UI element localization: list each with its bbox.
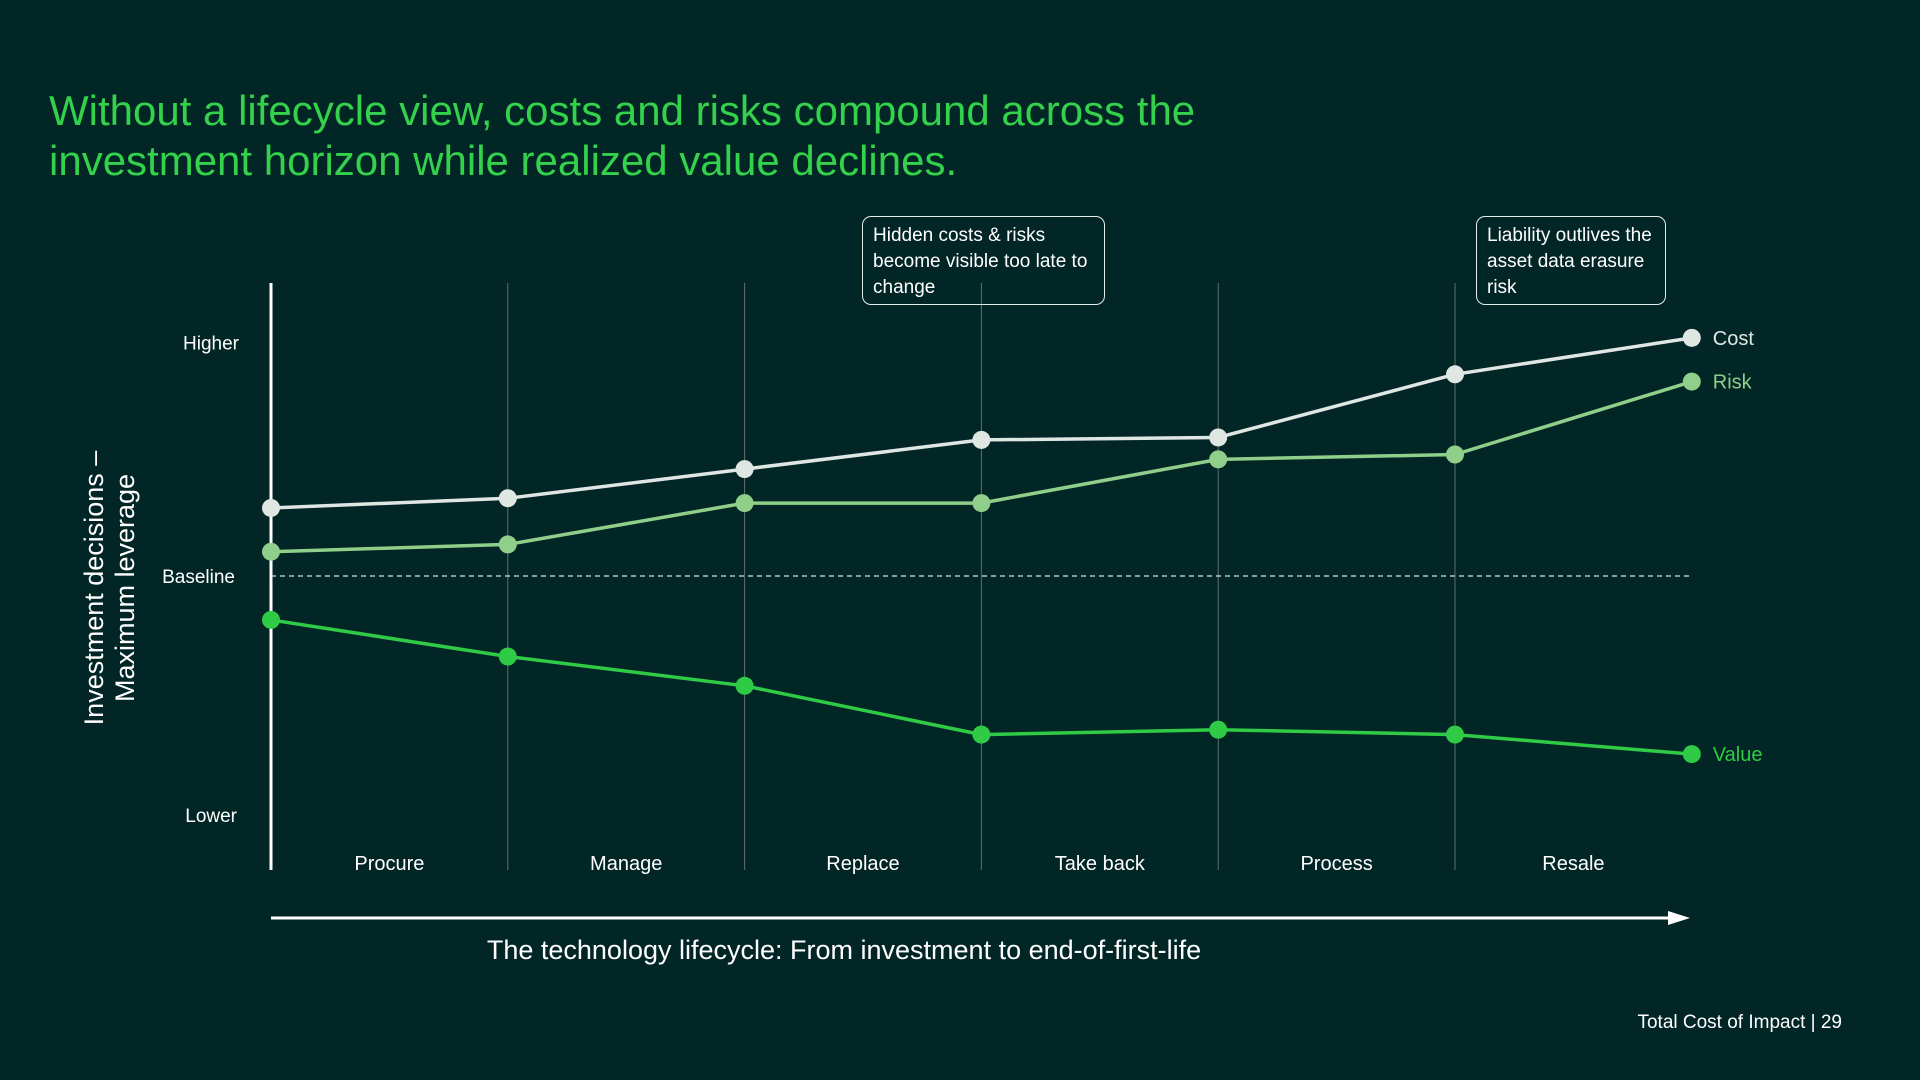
cost-point [1209,428,1228,447]
x-tick-manage: Manage [590,853,662,875]
y-tick-baseline: Baseline [162,567,235,588]
y-tick-lower: Lower [185,806,237,827]
value-point [735,676,754,695]
risk-point [972,494,991,513]
value-point [1209,720,1228,739]
risk-point [1682,372,1701,391]
y-tick-higher: Higher [183,334,240,355]
x-tick-take-back: Take back [1055,853,1146,875]
x-tick-process: Process [1300,853,1372,875]
cost-point [735,460,754,479]
cost-point [498,489,517,508]
risk-point [735,494,754,513]
cost-point [972,430,991,449]
value-point [1682,745,1701,764]
hidden-costs-callout: Hidden costs & risks become visible too … [862,216,1105,305]
liability-callout: Liability outlives the asset data erasur… [1476,216,1666,305]
value-series-label: Value [1713,744,1763,766]
page-footer: Total Cost of Impact | 29 [1637,1012,1842,1033]
x-tick-resale: Resale [1542,853,1604,875]
y-axis-title: Investment decisions – Maximum leverage [79,450,140,726]
risk-point [1209,450,1228,469]
risk-point [1446,445,1464,464]
x-axis-arrowhead-icon [1668,911,1690,925]
value-point [498,647,517,666]
x-tick-replace: Replace [826,853,899,875]
risk-point [262,542,280,561]
cost-point [1446,365,1464,384]
cost-series-label: Cost [1713,328,1755,350]
value-point [1446,725,1464,744]
slide-title: Without a lifecycle view, costs and risk… [49,87,1196,184]
x-axis-title: The technology lifecycle: From investmen… [486,935,1202,965]
risk-point [498,535,517,554]
x-tick-procure: Procure [354,853,424,875]
value-point [972,725,991,744]
risk-series-label: Risk [1713,372,1753,394]
value-point [262,610,280,629]
cost-point [262,498,280,517]
cost-point [1682,328,1701,347]
